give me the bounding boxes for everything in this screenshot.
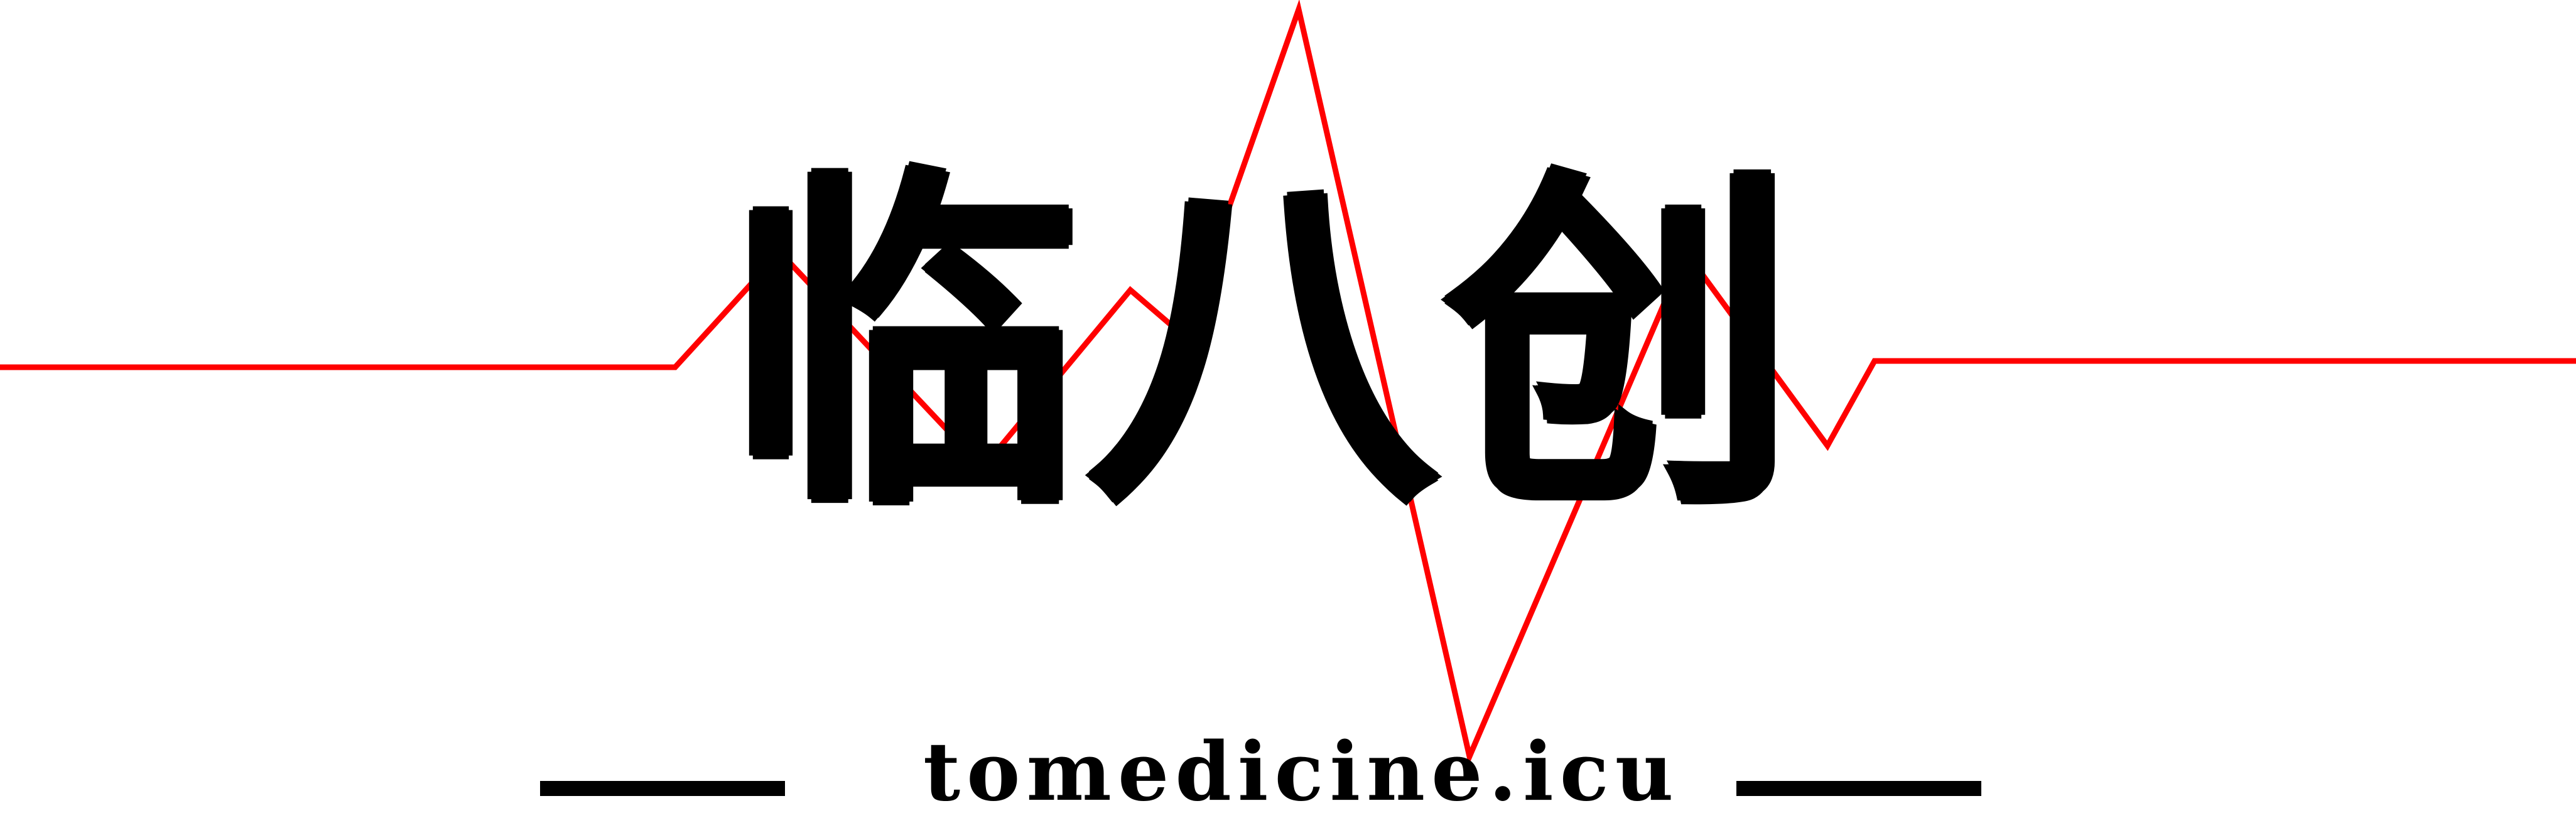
left-divider-rule (540, 781, 785, 796)
brand-title: 临 八 创 (728, 157, 1796, 534)
website-url: tomedicine.icu (923, 725, 1680, 819)
brand-title-char-1: 临 (728, 139, 1080, 552)
website-url-row: tomedicine.icu (534, 725, 1981, 819)
brand-title-char-2: 八 (1086, 139, 1438, 552)
brand-title-char-3: 创 (1444, 139, 1796, 552)
right-divider-rule (1736, 781, 1981, 796)
